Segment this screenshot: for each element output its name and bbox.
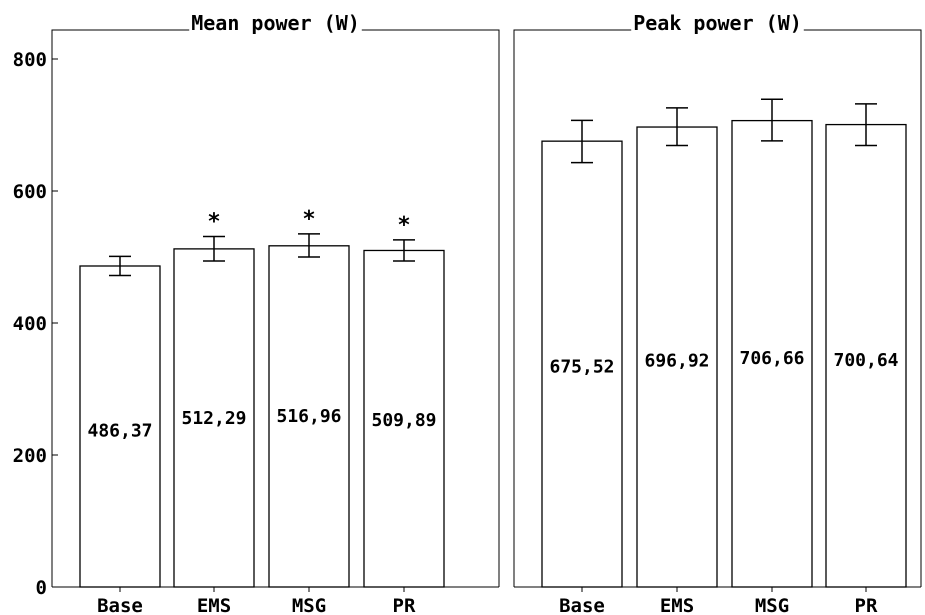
panel-mean-power: Mean power (W) 486,37 Base 512,29 * EMS 516,96… xyxy=(51,11,500,615)
x-tick-label: Base xyxy=(97,595,143,615)
y-tick-label: 800 xyxy=(13,49,47,71)
bar xyxy=(541,140,623,588)
panel-title-background xyxy=(631,11,804,35)
significance-marker: * xyxy=(207,210,220,235)
data-label: 696,92 xyxy=(644,351,709,372)
data-label: 675,52 xyxy=(549,357,614,378)
significance-marker: * xyxy=(302,207,315,232)
data-label: 706,66 xyxy=(739,348,804,369)
x-tick-label: EMS xyxy=(660,595,694,615)
data-label: 700,64 xyxy=(833,350,898,371)
x-tick-label: Base xyxy=(559,595,605,615)
data-label: 486,37 xyxy=(87,421,152,442)
y-tick-label: 200 xyxy=(13,445,47,467)
bar xyxy=(731,119,813,588)
x-tick-label: MSG xyxy=(292,595,326,615)
y-tick-label: 400 xyxy=(13,313,47,335)
bar xyxy=(825,123,907,588)
data-label: 509,89 xyxy=(371,410,436,431)
panel-title-background xyxy=(189,11,362,35)
panel-title: Peak power (W) xyxy=(633,11,802,35)
panel-title: Mean power (W) xyxy=(191,11,360,35)
bar xyxy=(173,248,255,588)
y-tick-label: 0 xyxy=(36,577,47,599)
significance-marker: * xyxy=(397,213,410,238)
x-tick-label: PR xyxy=(855,595,878,615)
y-tick-label: 600 xyxy=(13,181,47,203)
y-axis: 0 200 400 600 800 xyxy=(13,49,58,599)
x-tick-label: EMS xyxy=(197,595,231,615)
data-label: 512,29 xyxy=(181,408,246,429)
x-tick-label: PR xyxy=(393,595,416,615)
bar xyxy=(636,126,718,588)
panel-peak-power: Peak power (W) 675,52 Base 696,92 EMS 706,66 M… xyxy=(513,11,922,615)
data-label: 516,96 xyxy=(276,406,341,427)
x-tick-label: MSG xyxy=(755,595,789,615)
